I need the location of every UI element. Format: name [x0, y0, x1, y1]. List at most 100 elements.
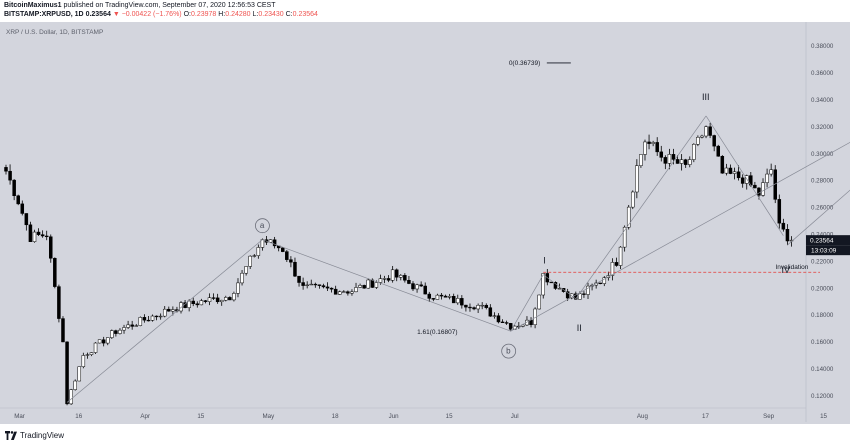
candle-down	[614, 262, 619, 266]
publish-line: BitcoinMaximus1 published on TradingView…	[4, 2, 275, 9]
y-tick-label: 0.14000	[811, 366, 834, 373]
candle-down	[20, 203, 25, 214]
candle-up	[761, 182, 765, 196]
candle-down	[211, 297, 216, 299]
candle-down	[142, 317, 147, 321]
candle-up	[309, 283, 313, 286]
candle-down	[61, 318, 65, 343]
candle-up	[69, 389, 73, 405]
y-tick-label: 0.22000	[811, 258, 834, 265]
candle-up	[435, 294, 440, 300]
candle-down	[130, 324, 134, 327]
candle-down	[146, 319, 151, 322]
candle-down	[553, 282, 558, 289]
x-tick-label: 16	[75, 413, 82, 420]
candle-down	[321, 285, 326, 288]
tradingview-logo-icon[interactable]	[5, 431, 17, 440]
candle-up	[268, 239, 273, 243]
fib-0-label: 0(0.36739)	[509, 60, 540, 67]
candle-down	[114, 330, 118, 334]
candle-up	[93, 342, 98, 353]
candle-down	[293, 261, 297, 277]
close-value: 0.23564	[292, 11, 318, 18]
candle-up	[256, 247, 261, 256]
price-chart[interactable]: 0.12000 0.14000 0.16000 0.18000 0.20000 0.220…	[0, 22, 850, 424]
candle-up	[305, 284, 309, 287]
y-tick-label: 0.34000	[811, 97, 834, 104]
y-tick-label: 0.20000	[811, 285, 834, 292]
y-tick-label: 0.36000	[811, 70, 834, 77]
candle-down	[472, 307, 476, 310]
candle-down	[49, 236, 53, 259]
candle-up	[724, 167, 729, 174]
candle-down	[728, 167, 733, 174]
candle-down	[443, 295, 448, 298]
candle-down	[386, 278, 391, 281]
candle-down	[362, 285, 366, 289]
y-tick-label: 0.18000	[811, 312, 834, 319]
candle-up	[118, 329, 122, 334]
candle-down	[411, 283, 415, 290]
candle-up	[586, 285, 590, 295]
candle-up	[688, 159, 692, 165]
candle-up	[374, 282, 379, 288]
countdown-label: 13:03:09	[811, 248, 837, 255]
x-tick-label: Apr	[140, 413, 150, 420]
candle-down	[285, 251, 289, 260]
wave-line	[705, 115, 784, 236]
candle-up	[382, 278, 387, 280]
candle-up	[447, 296, 452, 298]
candle-up	[232, 293, 236, 301]
candle-up	[610, 262, 615, 276]
candle-up	[179, 302, 183, 312]
fib-161-label: 1.61(0.16807)	[417, 329, 457, 336]
wave-II-label: II	[577, 323, 582, 333]
candle-up	[244, 266, 248, 274]
symbol: BITSTAMP:XRPUSD, 1D	[4, 11, 84, 18]
footer-brand[interactable]: TradingView	[20, 431, 65, 440]
candle-down	[297, 275, 301, 283]
wave-IV-label: IV	[781, 265, 790, 275]
candle-up	[162, 308, 167, 317]
candle-down	[12, 179, 16, 196]
candle-down	[431, 298, 436, 300]
candle-down	[671, 154, 676, 160]
candle-down	[370, 279, 375, 288]
candle-up	[378, 278, 383, 283]
x-tick-label: Sep	[763, 413, 775, 420]
chart-area[interactable]: 0.12000 0.14000 0.16000 0.18000 0.20000 0.220…	[0, 22, 850, 424]
high-value: 0.24280	[225, 11, 251, 18]
candle-down	[565, 291, 570, 299]
candle-up	[415, 284, 419, 290]
candle-up	[77, 366, 82, 382]
candle-up	[150, 315, 155, 321]
candle-down	[346, 291, 350, 294]
candle-up	[765, 173, 769, 183]
candle-up	[631, 191, 635, 208]
candle-down	[683, 159, 688, 165]
candle-down	[663, 157, 668, 164]
x-tick-label: May	[262, 413, 275, 420]
candle-down	[740, 177, 745, 184]
candle-down	[154, 315, 159, 318]
candle-up	[337, 291, 342, 295]
candle-down	[403, 275, 407, 281]
candle-down	[8, 170, 12, 181]
y-tick-label: 0.12000	[811, 393, 834, 400]
candle-down	[659, 151, 664, 158]
last-price-tag-label: 0.23564	[810, 238, 834, 245]
candle-down	[281, 247, 285, 252]
candle-up	[240, 272, 244, 284]
y-tick-label: 0.32000	[811, 124, 834, 131]
y-tick-label: 0.38000	[811, 43, 834, 50]
candle-down	[313, 283, 318, 286]
candle-down	[333, 288, 338, 295]
candle-up	[366, 279, 370, 289]
candle-down	[65, 341, 69, 405]
candle-down	[785, 228, 790, 242]
author[interactable]: BitcoinMaximus1	[4, 2, 62, 9]
candle-down	[647, 141, 651, 144]
candle-up	[541, 273, 545, 296]
candle-up	[89, 352, 94, 355]
wave-b-label-circle	[501, 343, 517, 359]
